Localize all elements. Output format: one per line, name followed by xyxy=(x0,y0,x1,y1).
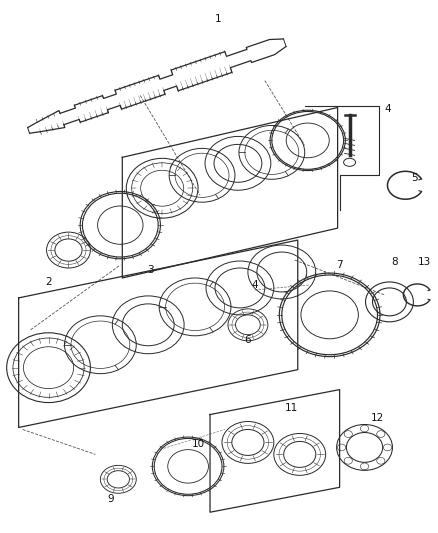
Text: 8: 8 xyxy=(391,257,398,267)
Text: 3: 3 xyxy=(147,265,154,275)
Text: 13: 13 xyxy=(418,257,431,267)
Text: 10: 10 xyxy=(191,439,205,449)
Text: 6: 6 xyxy=(244,335,251,345)
Text: 9: 9 xyxy=(107,494,113,504)
Text: 2: 2 xyxy=(45,277,52,287)
Text: 4: 4 xyxy=(251,280,258,290)
Text: 7: 7 xyxy=(336,260,343,270)
Text: 4: 4 xyxy=(384,103,391,114)
Text: 12: 12 xyxy=(371,413,384,423)
Text: 5: 5 xyxy=(411,173,418,183)
Text: 11: 11 xyxy=(285,402,298,413)
Text: 1: 1 xyxy=(215,14,221,24)
